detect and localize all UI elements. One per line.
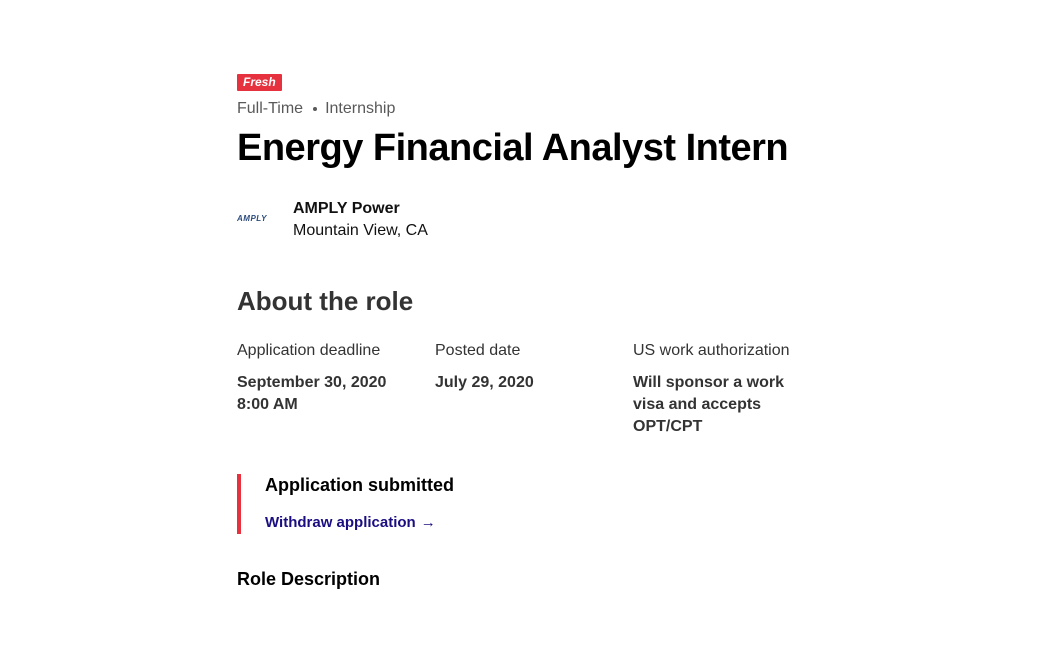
amply-logo-icon: AMPLY [237,214,267,223]
role-facts: Application deadline September 30, 2020 … [237,341,837,438]
application-status-title: Application submitted [265,475,454,495]
job-types: Full-Time Internship [237,99,837,119]
fact-label: US work authorization [633,342,790,359]
fact-application-deadline: Application deadline September 30, 2020 … [237,341,435,438]
fact-value: September 30, 2020 8:00 AM [237,374,387,413]
fact-work-authorization: US work authorization Will sponsor a wor… [633,341,831,438]
job-detail-content: Fresh Full-Time Internship Energy Financ… [237,73,837,590]
withdraw-application-link[interactable]: Withdraw application → [265,513,436,533]
company-logo[interactable]: AMPLY [237,198,277,238]
fresh-badge: Fresh [237,74,282,91]
fact-value: Will sponsor a work visa and accepts OPT… [633,374,784,435]
company-name[interactable]: AMPLY Power [293,200,400,217]
company-text: AMPLY Power Mountain View, CA [293,198,428,242]
separator-dot-icon [313,107,318,111]
job-title: Energy Financial Analyst Intern [237,127,789,169]
logo-wordmark: AMPLY [237,214,267,223]
about-role-heading: About the role [237,286,414,316]
job-type-full-time: Full-Time [237,100,304,117]
arrow-right-icon: → [420,514,436,531]
fact-label: Application deadline [237,342,381,359]
fact-label: Posted date [435,342,521,359]
role-description-heading: Role Description [237,569,381,589]
company-info: AMPLY AMPLY Power Mountain View, CA [237,198,837,242]
company-location: Mountain View, CA [293,222,428,239]
job-type-internship: Internship [325,100,396,117]
fact-value: July 29, 2020 [435,374,534,391]
application-status: Application submitted Withdraw applicati… [237,474,837,534]
withdraw-application-label: Withdraw application [265,514,416,531]
fact-posted-date: Posted date July 29, 2020 [435,341,633,438]
